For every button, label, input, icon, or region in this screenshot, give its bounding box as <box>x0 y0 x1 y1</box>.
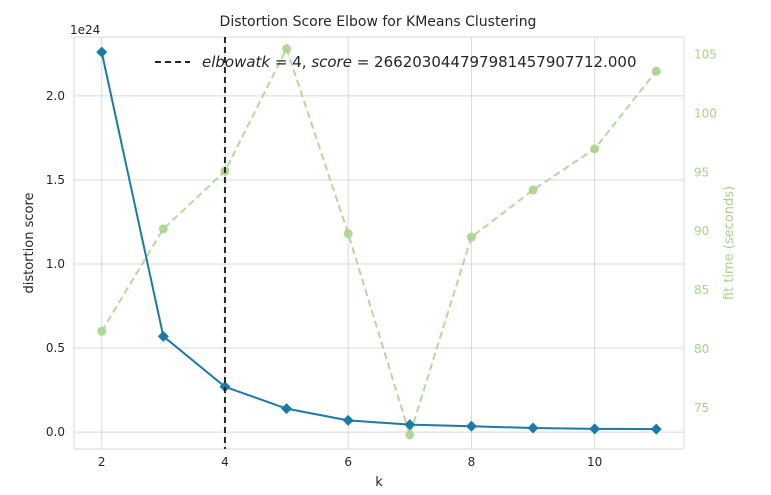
legend-elbow-mid-a: = 4, <box>270 53 311 71</box>
y-tick-label: 1.5 <box>46 173 65 187</box>
y2-tick-label: 100 <box>694 107 717 121</box>
y2-ticks: 75 80 85 90 95 100 105 <box>694 48 717 415</box>
chart-title: Distortion Score Elbow for KMeans Cluste… <box>220 14 537 30</box>
y2-tick-label: 105 <box>694 48 717 62</box>
legend-elbow-mid-b: = 266203044797981457907712.000 <box>352 53 637 71</box>
y-tick-label: 0.5 <box>46 341 65 355</box>
series-marks <box>96 37 662 449</box>
distortion-point <box>157 330 169 342</box>
fit-time-point <box>97 326 107 336</box>
distortion-point <box>589 423 601 435</box>
fit-time-point <box>466 232 476 242</box>
distortion-point <box>527 422 539 434</box>
distortion-point <box>404 419 416 431</box>
distortion-point <box>650 423 662 435</box>
distortion-point <box>281 403 293 415</box>
x-tick-label: 4 <box>221 455 229 469</box>
y2-tick-label: 95 <box>694 165 709 179</box>
fit-time-point <box>405 430 415 440</box>
x-ticks: 2 4 6 8 10 <box>98 455 602 469</box>
fit-time-point <box>651 66 661 76</box>
x-tick-label: 10 <box>587 455 602 469</box>
fit-time-point <box>343 229 353 239</box>
y2-tick-label: 80 <box>694 342 709 356</box>
distortion-point <box>465 420 477 432</box>
fit-time-line <box>100 46 658 439</box>
y-axis-label: distortion score <box>22 193 37 294</box>
legend-elbow-text: elbowatk = 4, score = 266203044797981457… <box>202 53 637 71</box>
legend-elbow-italic-a: elbowatk <box>202 53 271 71</box>
plot-frame <box>73 36 685 450</box>
x-axis-label: k <box>375 475 383 490</box>
x-tick-label: 8 <box>468 455 476 469</box>
fit-time-point <box>282 44 292 54</box>
distortion-point <box>219 381 231 393</box>
fit-time-point <box>590 144 600 154</box>
y-tick-label: 1.0 <box>46 257 65 271</box>
distortion-point <box>96 46 108 58</box>
y-tick-label: 0.0 <box>46 425 65 439</box>
y2-tick-label: 75 <box>694 401 709 415</box>
grid <box>74 37 684 449</box>
y2-tick-label: 90 <box>694 224 709 238</box>
x-tick-label: 2 <box>98 455 106 469</box>
y-scale-label: 1e24 <box>70 23 100 37</box>
y2-tick-label: 85 <box>694 283 709 297</box>
distortion-point <box>342 414 354 426</box>
y2-axis-label: fit time (seconds) <box>722 186 737 300</box>
y-tick-label: 2.0 <box>46 89 65 103</box>
x-tick-label: 6 <box>344 455 352 469</box>
legend: elbowatk = 4, score = 266203044797981457… <box>155 53 637 71</box>
fit-time-point <box>528 185 538 195</box>
y-ticks: 0.0 0.5 1.0 1.5 2.0 <box>46 89 65 439</box>
fit-time-point <box>158 224 168 234</box>
distortion-line <box>100 51 657 431</box>
legend-elbow-italic-b: score <box>311 53 352 71</box>
